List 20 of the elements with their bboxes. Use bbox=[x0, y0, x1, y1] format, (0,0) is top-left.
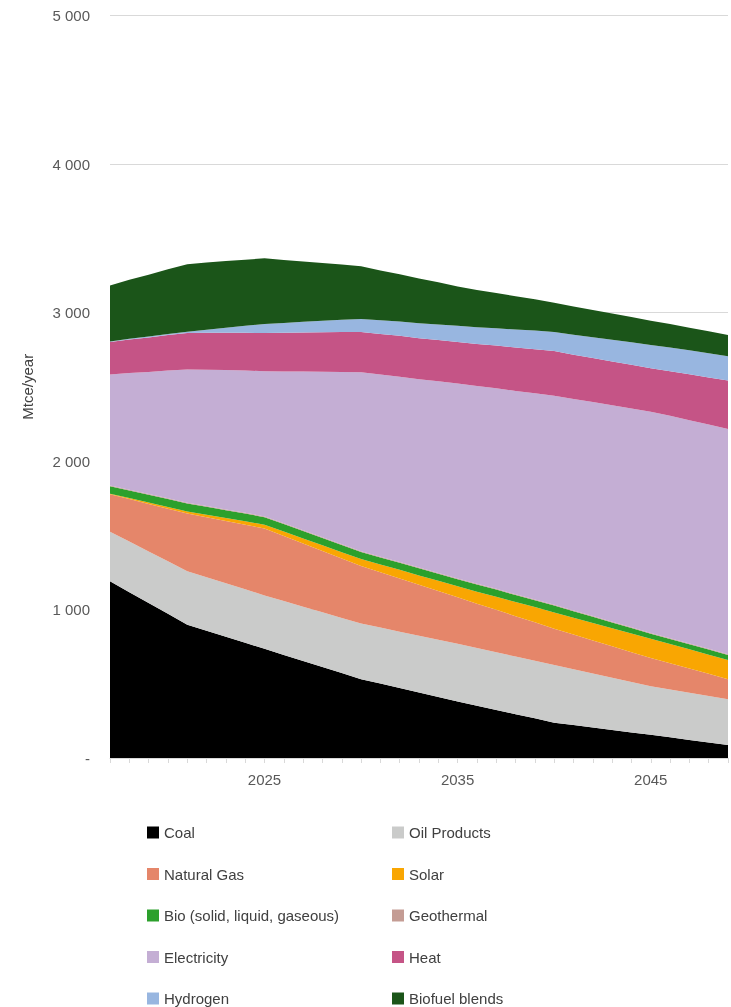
y-tick-label: - bbox=[85, 749, 90, 767]
legend-label: Natural Gas bbox=[164, 865, 245, 883]
legend-label: Electricity bbox=[164, 948, 229, 966]
legend-label: Oil Products bbox=[409, 824, 491, 841]
y-tick-label: 2 000 bbox=[52, 452, 90, 470]
legend-label: Solar bbox=[409, 865, 445, 883]
legend-label: Geothermal bbox=[409, 907, 488, 924]
x-tick-label: 2035 bbox=[440, 771, 475, 788]
legend-label: Bio (solid, liquid, gaseous) bbox=[164, 907, 340, 924]
y-tick-label: 4 000 bbox=[52, 155, 90, 173]
x-tick-label: 2045 bbox=[634, 771, 668, 788]
legend-label: Hydrogen bbox=[164, 990, 230, 1007]
y-tick-label: 3 000 bbox=[52, 304, 90, 321]
legend-label: Coal bbox=[164, 824, 195, 841]
y-tick-label: 5 000 bbox=[52, 7, 90, 24]
legend-label: Biofuel blends bbox=[409, 990, 504, 1007]
y-tick-label: 1 000 bbox=[52, 601, 90, 618]
y-axis-title: Mtce/year bbox=[19, 353, 36, 420]
legend-label: Heat bbox=[409, 948, 442, 966]
x-tick-label: 2025 bbox=[247, 771, 282, 788]
